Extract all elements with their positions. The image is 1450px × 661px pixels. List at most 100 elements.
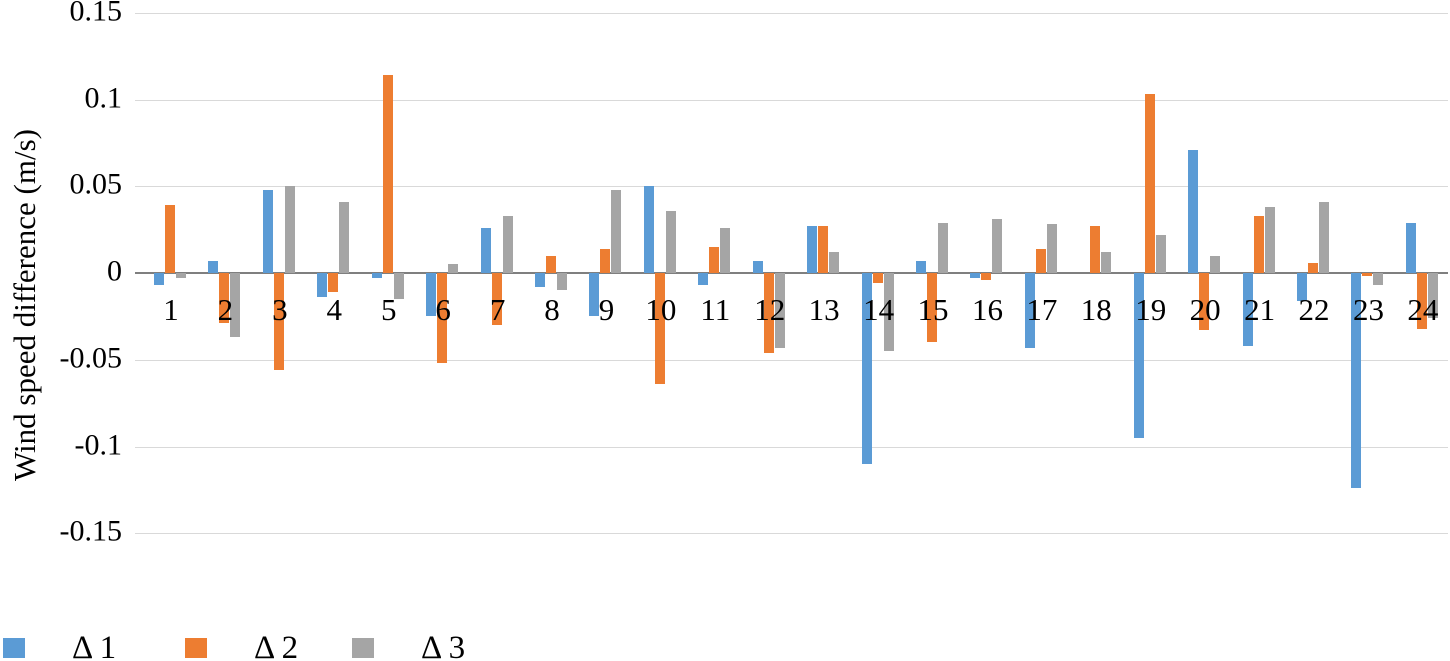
bar-s2-c5: [382, 75, 393, 273]
bar-s2-c4: [328, 273, 339, 293]
bar-s3-c24: [1427, 273, 1438, 319]
legend-swatch-delta1: [3, 638, 25, 658]
bar-s3-c19: [1155, 234, 1166, 273]
bar-s3-c21: [1264, 207, 1275, 273]
x-tick-label: 13: [808, 292, 840, 327]
bar-s1-c23: [1351, 273, 1362, 489]
bar-s2-c13: [818, 226, 829, 273]
x-tick-label: 15: [917, 292, 949, 327]
bar-s1-c9: [589, 273, 600, 317]
bar-s2-c6: [437, 273, 448, 364]
x-tick-label: 19: [1135, 292, 1167, 327]
legend-label-delta1: Δ 1: [72, 629, 117, 661]
x-tick-label: 4: [326, 292, 343, 327]
bar-s1-c3: [262, 189, 273, 273]
bar-s2-c12: [763, 273, 774, 353]
x-tick-label: 1: [163, 292, 179, 327]
bar-s2-c8: [546, 255, 556, 273]
y-gridline: [135, 186, 1448, 188]
bar-s2-c23: [1362, 273, 1373, 277]
y-tick-label: -0.1: [74, 428, 123, 462]
bar-s3-c23: [1373, 273, 1384, 286]
y-gridline: [135, 99, 1448, 101]
bar-s2-c18: [1090, 226, 1101, 273]
bar-s2-c20: [1199, 273, 1210, 331]
bar-s2-c9: [600, 248, 611, 273]
bar-s1-c22: [1297, 273, 1308, 301]
x-tick-label: 23: [1352, 292, 1384, 327]
bar-s2-c10: [654, 273, 665, 385]
x-tick-label: 20: [1189, 292, 1221, 327]
x-tick-label: 24: [1407, 292, 1439, 327]
bar-s1-c11: [698, 273, 709, 286]
bar-s2-c11: [709, 246, 720, 273]
legend-label-delta2: Δ 2: [254, 629, 299, 661]
x-tick-label: 7: [489, 292, 506, 327]
x-tick-label: 12: [754, 292, 786, 327]
bar-s1-c10: [643, 186, 654, 273]
y-tick-label: 0: [107, 254, 122, 288]
bar-s1-c14: [861, 273, 872, 464]
bar-s3-c8: [557, 273, 567, 291]
bar-s3-c5: [393, 273, 404, 300]
bar-s2-c22: [1308, 262, 1319, 273]
y-tick-label: -0.15: [59, 514, 123, 548]
x-axis-line: [135, 272, 1448, 274]
bar-s1-c13: [807, 226, 818, 273]
bar-s3-c17: [1046, 224, 1057, 273]
bar-s1-c16: [970, 273, 981, 279]
bar-s1-c12: [752, 260, 763, 273]
y-tick-label: 0.1: [84, 81, 123, 115]
bar-s3-c2: [230, 273, 241, 338]
bar-s2-c21: [1253, 215, 1264, 273]
bar-s3-c6: [448, 264, 459, 273]
bar-s3-c12: [774, 273, 785, 348]
bar-s1-c6: [426, 273, 437, 317]
x-tick-label: 10: [645, 292, 677, 327]
bar-s1-c17: [1024, 273, 1035, 348]
y-gridline: [135, 533, 1448, 535]
bar-s3-c1: [176, 273, 186, 279]
bar-s3-c9: [611, 189, 622, 273]
bar-s2-c24: [1416, 273, 1427, 329]
legend-swatch-delta3: [352, 638, 374, 658]
legend-entry-delta1: Δ 1: [3, 628, 116, 661]
bar-s3-c15: [938, 222, 949, 273]
bar-s1-c7: [480, 227, 491, 273]
legend-label-delta3: Δ 3: [421, 629, 466, 661]
bar-s1-c5: [371, 273, 382, 279]
bar-s3-c11: [720, 227, 731, 273]
legend-entry-delta3: Δ 3: [352, 628, 465, 661]
y-gridline: [135, 359, 1448, 361]
bar-s2-c3: [273, 273, 284, 371]
x-tick-label: 11: [700, 292, 731, 327]
x-tick-label: 14: [863, 292, 895, 327]
y-gridline: [135, 12, 1448, 14]
x-tick-label: 5: [380, 292, 397, 327]
bar-s3-c3: [284, 186, 295, 273]
bar-s3-c10: [665, 210, 676, 273]
x-tick-label: 6: [435, 292, 451, 327]
bar-s3-c16: [992, 219, 1003, 273]
bar-s1-c15: [916, 260, 927, 273]
legend-swatch-delta2: [185, 638, 207, 658]
x-tick-label: 9: [598, 292, 615, 327]
bar-s1-c2: [208, 260, 219, 273]
x-tick-label: 18: [1080, 292, 1112, 327]
y-gridline: [135, 446, 1448, 448]
bar-s1-c1: [154, 273, 164, 286]
x-tick-label: 2: [217, 292, 234, 327]
bar-s1-c21: [1242, 273, 1253, 346]
bar-s3-c20: [1210, 255, 1221, 273]
x-tick-label: 16: [971, 292, 1003, 327]
x-tick-label: 22: [1298, 292, 1330, 327]
x-tick-label: 8: [544, 292, 560, 327]
bar-s1-c8: [535, 273, 545, 287]
bar-s2-c16: [981, 273, 992, 280]
bar-s3-c22: [1319, 201, 1330, 273]
y-tick-label: 0.15: [69, 0, 123, 28]
bar-s2-c2: [219, 273, 230, 324]
bar-s3-c7: [502, 215, 513, 273]
x-tick-label: 3: [272, 292, 288, 327]
